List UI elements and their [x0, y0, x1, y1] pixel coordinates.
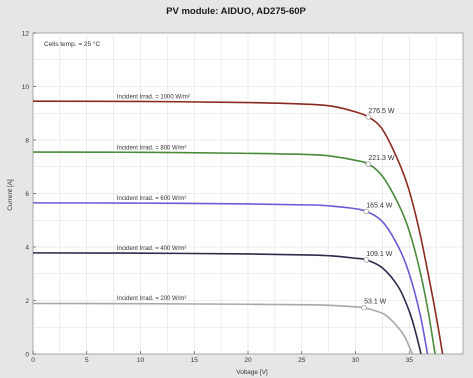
x-tick-label: 20 — [244, 357, 252, 364]
mpp-label: 165.4 W — [366, 202, 392, 209]
y-tick-label: 6 — [25, 191, 29, 198]
mpp-label: 221.3 W — [368, 155, 394, 162]
y-tick-label: 2 — [25, 298, 29, 305]
mpp-markers: 276.5 W 221.3 W 165.4 W 109.1 W 53.1 W — [361, 108, 395, 311]
x-tick-label: 5 — [85, 357, 89, 364]
y-tick-label: 0 — [25, 351, 29, 358]
mpp-label: 276.5 W — [368, 108, 394, 115]
series-label: Incident Irrad. = 200 W/m² — [117, 296, 187, 302]
series-label: Incident Irrad. = 400 W/m² — [117, 246, 187, 252]
series-label: Incident Irrad. = 1000 W/m² — [117, 95, 190, 101]
series-line — [32, 151, 436, 355]
mpp-point — [361, 305, 367, 311]
series-line — [32, 252, 422, 355]
x-tick-label: 15 — [191, 357, 199, 364]
series-label: Incident Irrad. = 600 W/m² — [117, 196, 187, 202]
x-tick-label: 25 — [298, 357, 306, 364]
x-tick-label: 0 — [31, 357, 35, 364]
series-line — [32, 302, 414, 355]
series-line — [32, 202, 429, 355]
chart-title: PV module: AIDUO, AD275-60P — [166, 6, 306, 17]
mpp-point — [365, 161, 372, 167]
mpp-label: 109.1 W — [366, 251, 392, 258]
series-group — [32, 100, 444, 355]
cells-temp-note: Cells temp. = 25 °C — [44, 40, 101, 48]
mpp-point — [363, 257, 369, 263]
x-axis-label: Voltage [V] — [236, 369, 268, 376]
x-axis-ticks: 0 5 10 15 20 25 30 35 — [31, 351, 413, 364]
y-tick-label: 4 — [25, 244, 29, 251]
mpp-label: 53.1 W — [364, 299, 387, 306]
x-tick-label: 10 — [137, 357, 145, 364]
mpp-point — [363, 208, 369, 215]
y-axis-ticks: 0 2 4 6 8 10 12 — [22, 30, 36, 358]
plot-area: 0 5 10 15 20 25 30 35 0 2 4 6 8 10 12 276.5 W 221.3 W 1… — [22, 30, 464, 364]
y-axis-label: Current [A] — [7, 179, 14, 211]
y-tick-label: 12 — [22, 30, 30, 37]
series-label: Incident Irrad. = 800 W/m² — [117, 145, 187, 151]
x-tick-label: 30 — [352, 357, 360, 364]
x-tick-label: 35 — [406, 357, 414, 364]
grid-lines — [32, 32, 464, 355]
series-labels: Incident Irrad. = 1000 W/m² Incident Irra… — [117, 95, 190, 303]
mpp-point — [365, 114, 372, 120]
y-tick-label: 8 — [25, 137, 29, 144]
y-tick-label: 10 — [22, 84, 30, 91]
